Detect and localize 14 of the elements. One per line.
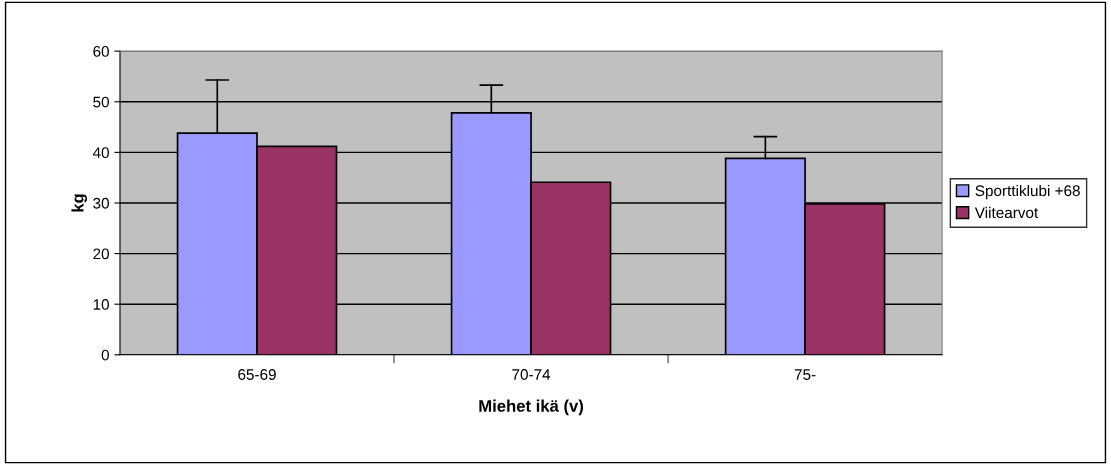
x-tick-label: 70-74 — [512, 369, 551, 380]
x-tick-label: 65-69 — [238, 369, 276, 380]
x-axis-title: Miehet ikä (v) — [479, 399, 584, 416]
y-tick-label: 50 — [93, 96, 109, 108]
legend-label: Sporttiklubi +68 — [975, 184, 1080, 200]
y-tick-label: 10 — [93, 299, 109, 310]
y-tick-label: 60 — [93, 46, 109, 57]
x-tick-label: 75- — [794, 369, 816, 380]
y-tick-label: 0 — [101, 349, 109, 361]
y-axis-title: kg — [71, 194, 88, 212]
y-tick-label: 40 — [92, 147, 109, 159]
y-tick-label: 20 — [93, 248, 109, 260]
legend-label: Viitearvot — [974, 206, 1039, 219]
y-tick-label: 30 — [93, 197, 109, 209]
